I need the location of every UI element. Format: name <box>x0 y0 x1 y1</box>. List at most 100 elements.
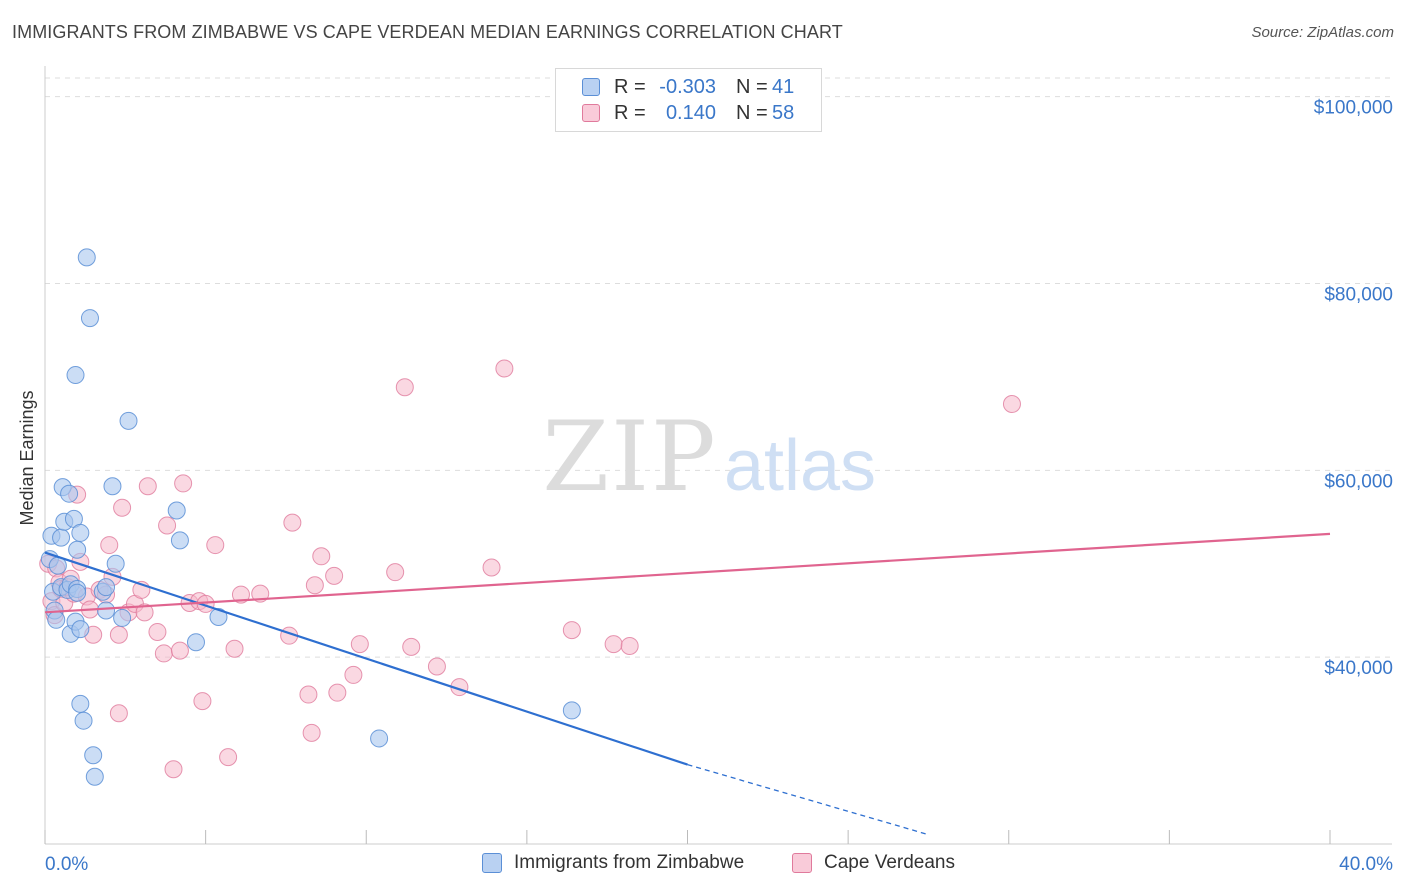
zimbabwe-point <box>71 694 90 713</box>
cape-verdeans-point <box>148 622 167 641</box>
zimbabwe-point <box>167 501 186 520</box>
zimbabwe-point <box>84 746 103 765</box>
cape-verdeans-point <box>174 474 193 493</box>
cape-verdeans-point <box>299 685 318 704</box>
legend-row-zimbabwe: R = -0.303 N = 41 <box>582 75 808 99</box>
cape-verdeans-points <box>39 359 1021 779</box>
cape-verdeans-point <box>109 625 128 644</box>
legend-n-value: 41 <box>772 75 795 98</box>
legend-r-value: -0.303 <box>659 75 716 98</box>
zimbabwe-points <box>40 248 581 786</box>
cape-verdeans-point <box>325 566 344 585</box>
bottom-legend-cape-verdeans: Cape Verdeans <box>792 852 955 874</box>
bottom-legend-label: Immigrants from Zimbabwe <box>514 852 745 873</box>
y-axis-label: Median Earnings <box>17 390 37 525</box>
cape-verdeans-point <box>206 536 225 555</box>
zimbabwe-point <box>74 711 93 730</box>
cape-verdeans-point <box>225 639 244 658</box>
legend-n-label: N = <box>736 101 768 124</box>
y-tick-label: $100,000 <box>1314 98 1393 119</box>
cape-verdeans-point <box>305 576 324 595</box>
axes <box>44 66 1392 845</box>
legend-n-value: 58 <box>772 101 795 124</box>
cape-verdeans-trend-line <box>44 532 1331 614</box>
correlation-legend: R = -0.303 N = 41 R = 0.140 N = 58 <box>555 68 822 132</box>
bottom-legend-swatch-blue <box>482 853 502 873</box>
zimbabwe-point <box>370 729 389 748</box>
zimbabwe-point <box>562 701 581 720</box>
zimbabwe-point <box>60 484 79 503</box>
zimbabwe-trend-line <box>44 551 688 766</box>
zimbabwe-point <box>209 608 228 627</box>
cape-verdeans-point <box>231 585 250 604</box>
zimbabwe-point <box>66 366 85 385</box>
cape-verdeans-point <box>113 498 132 517</box>
x-tick-label: 40.0% <box>1339 854 1393 875</box>
legend-r-value: 0.140 <box>665 101 716 124</box>
cape-verdeans-point <box>283 513 302 532</box>
bottom-legend-zimbabwe: Immigrants from Zimbabwe <box>482 852 744 874</box>
trend-lines <box>44 532 1331 836</box>
cape-verdeans-point <box>312 547 331 566</box>
zimbabwe-point <box>106 554 125 573</box>
zimbabwe-point <box>97 601 116 620</box>
zimbabwe-point <box>113 608 132 627</box>
cape-verdeans-point <box>482 558 501 577</box>
cape-verdeans-point <box>328 683 347 702</box>
cape-verdeans-point <box>135 603 154 622</box>
zimbabwe-point <box>47 610 66 629</box>
zimbabwe-point <box>68 583 87 602</box>
cape-verdeans-point <box>158 516 177 535</box>
chart-source: Source: ZipAtlas.com <box>1251 24 1394 41</box>
zimbabwe-point <box>85 767 104 786</box>
cape-verdeans-point <box>350 635 369 654</box>
cape-verdeans-point <box>219 748 238 767</box>
cape-verdeans-point <box>193 692 212 711</box>
cape-verdeans-point <box>100 536 119 555</box>
cape-verdeans-point <box>344 665 363 684</box>
cape-verdeans-point <box>604 635 623 654</box>
zimbabwe-point <box>80 309 99 328</box>
zimbabwe-point <box>68 540 87 559</box>
zimbabwe-point <box>103 477 122 496</box>
watermark-atlas: atlas <box>724 426 876 506</box>
cape-verdeans-point <box>620 636 639 655</box>
chart-title: IMMIGRANTS FROM ZIMBABWE VS CAPE VERDEAN… <box>12 22 843 42</box>
cape-verdeans-point <box>109 704 128 723</box>
legend-row-cape-verdeans: R = 0.140 N = 58 <box>582 101 808 125</box>
cape-verdeans-point <box>1002 395 1021 414</box>
watermark-zip: ZIP <box>542 401 717 513</box>
legend-swatch-pink <box>582 104 600 122</box>
x-tick-label: 0.0% <box>45 854 88 875</box>
cape-verdeans-point <box>302 723 321 742</box>
legend-r-label: R = <box>614 75 646 98</box>
cape-verdeans-point <box>427 657 446 676</box>
zimbabwe-trend-extension <box>687 763 929 836</box>
cape-verdeans-point <box>395 378 414 397</box>
zimbabwe-point <box>119 411 138 430</box>
cape-verdeans-point <box>170 641 189 660</box>
watermark: ZIP atlas <box>542 401 876 513</box>
zimbabwe-point <box>77 248 96 267</box>
y-tick-label: $80,000 <box>1324 285 1393 306</box>
legend-swatch-blue <box>582 78 600 96</box>
cape-verdeans-point <box>495 359 514 378</box>
y-tick-label: $40,000 <box>1324 658 1393 679</box>
zimbabwe-point <box>71 523 90 542</box>
zimbabwe-point <box>186 633 205 652</box>
cape-verdeans-point <box>402 637 421 656</box>
zimbabwe-point <box>71 620 90 639</box>
cape-verdeans-point <box>138 477 157 496</box>
zimbabwe-point <box>52 528 71 547</box>
legend-n-label: N = <box>736 75 768 98</box>
cape-verdeans-point <box>164 760 183 779</box>
cape-verdeans-point <box>562 621 581 640</box>
bottom-legend-swatch-pink <box>792 853 812 873</box>
tick-labels: $40,000 $60,000 $80,000 $100,000 0.0% 40.0% <box>45 98 1393 875</box>
legend-r-label: R = <box>614 101 646 124</box>
cape-verdeans-point <box>386 563 405 582</box>
zimbabwe-point <box>97 578 116 597</box>
cape-verdeans-point <box>154 644 173 663</box>
zimbabwe-point <box>170 531 189 550</box>
